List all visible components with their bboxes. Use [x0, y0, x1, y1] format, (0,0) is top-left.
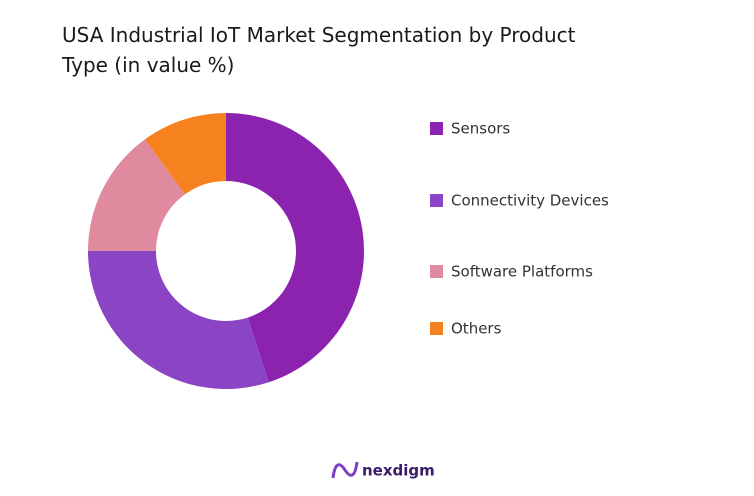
logo-icon [331, 461, 359, 479]
donut-slice [88, 139, 185, 251]
donut-slice [144, 113, 226, 195]
legend-label: Sensors [451, 120, 510, 138]
donut-slice [88, 251, 269, 389]
title-line: Type (in value %) [61, 53, 234, 77]
legend-label: Software Platforms [451, 263, 593, 281]
legend-label: Connectivity Devices [451, 192, 609, 210]
brand-name: nexdigm [362, 462, 435, 480]
legend-swatch [430, 122, 443, 135]
legend-swatch [430, 194, 443, 207]
legend-swatch [430, 322, 443, 335]
logo: nexdigm [331, 461, 435, 480]
title-line: USA Industrial IoT Market Segmentation b… [62, 23, 576, 47]
legend-swatch [430, 265, 443, 278]
donut-slice [226, 113, 364, 383]
legend-label: Others [451, 320, 502, 338]
chart-title: USA Industrial IoT Market Segmentation b… [61, 23, 582, 77]
